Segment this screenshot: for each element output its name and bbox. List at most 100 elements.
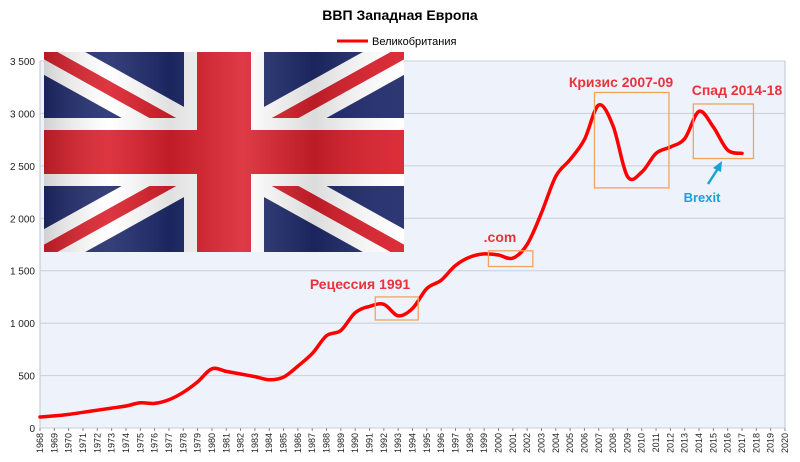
x-tick-label: 1995	[422, 433, 432, 453]
data-point-1984	[267, 378, 271, 382]
annotations	[374, 91, 755, 321]
x-tick-label: 1990	[350, 433, 360, 453]
x-tick-label: 2009	[622, 433, 632, 453]
x-tick-label: 1968	[35, 433, 45, 453]
data-point-1999	[482, 252, 486, 256]
data-point-1976	[153, 401, 157, 405]
x-axis: 1968 1969 1970 1971 1972 1973 1974 1975 1976 1977…	[35, 428, 790, 453]
data-point-2015	[711, 125, 715, 129]
annotation-decline-2014-18-label: Спад 2014-18	[692, 82, 783, 98]
x-tick-label: 1982	[236, 433, 246, 453]
data-point-1996	[439, 278, 443, 282]
x-tick-label: 2010	[637, 433, 647, 453]
y-tick-label: 0	[29, 424, 35, 435]
y-tick-label: 3 000	[10, 109, 35, 120]
annotation-box-3	[692, 103, 755, 160]
x-tick-label: 2004	[551, 433, 561, 453]
data-point-1982	[239, 372, 243, 376]
x-tick-label: 1996	[436, 433, 446, 453]
x-tick-label: 1997	[450, 433, 460, 453]
data-point-1995	[425, 287, 429, 291]
data-point-1997	[453, 263, 457, 267]
x-tick-label: 1988	[322, 433, 332, 453]
data-point-1986	[296, 364, 300, 368]
x-tick-label: 1992	[379, 433, 389, 453]
data-point-1975	[138, 401, 142, 405]
data-point-2003	[539, 211, 543, 215]
x-tick-label: 1974	[121, 433, 131, 453]
x-tick-label: 2000	[493, 433, 503, 453]
data-point-1971	[81, 410, 85, 414]
x-tick-label: 1999	[479, 433, 489, 453]
data-point-1992	[382, 302, 386, 306]
brexit-arrow-icon	[706, 161, 722, 185]
data-point-2004	[554, 174, 558, 178]
y-tick-label: 2 500	[10, 162, 35, 173]
x-tick-label: 1978	[178, 433, 188, 453]
data-point-2013	[683, 137, 687, 141]
x-tick-label: 2018	[751, 433, 761, 453]
annotation-crisis-2007-09-label: Кризис 2007-09	[569, 74, 674, 90]
x-tick-label: 2002	[522, 433, 532, 453]
data-point-1969	[52, 414, 56, 418]
annotation-box-1	[487, 250, 534, 268]
data-point-1983	[253, 375, 257, 379]
data-point-1988	[325, 334, 329, 338]
x-tick-label: 1969	[49, 433, 59, 453]
data-point-2008	[611, 124, 615, 128]
x-tick-label: 1972	[92, 433, 102, 453]
x-tick-label: 2001	[508, 433, 518, 453]
data-point-1977	[167, 398, 171, 402]
x-tick-label: 1971	[78, 433, 88, 453]
x-tick-label: 2006	[579, 433, 589, 453]
x-tick-label: 1973	[107, 433, 117, 453]
x-tick-label: 1976	[150, 433, 160, 453]
legend: Великобритания	[337, 36, 457, 48]
x-tick-label: 2007	[594, 433, 604, 453]
annotation-dotcom-label: .com	[484, 229, 517, 245]
annotation-box-2	[593, 91, 670, 189]
annotation-recession-1991-label: Рецессия 1991	[310, 276, 411, 292]
data-point-1972	[95, 408, 99, 412]
data-point-2001	[511, 256, 515, 260]
x-tick-label: 2020	[780, 433, 790, 453]
x-tick-label: 2012	[665, 433, 675, 453]
x-tick-label: 1986	[293, 433, 303, 453]
y-tick-label: 1 500	[10, 267, 35, 278]
data-point-1980	[210, 367, 214, 371]
x-tick-label: 1991	[365, 433, 375, 453]
x-tick-label: 1985	[279, 433, 289, 453]
data-point-2002	[525, 243, 529, 247]
chart-title: ВВП Западная Европа	[322, 7, 478, 23]
data-point-1989	[339, 328, 343, 332]
series-line-uk	[38, 103, 744, 419]
data-point-1981	[224, 369, 228, 373]
data-point-2010	[640, 170, 644, 174]
data-point-1973	[110, 406, 114, 410]
x-tick-label: 1994	[408, 433, 418, 453]
x-tick-label: 1981	[221, 433, 231, 453]
x-tick-label: 1984	[264, 433, 274, 453]
data-point-1974	[124, 404, 128, 408]
data-point-2011	[654, 151, 658, 155]
legend-label: Великобритания	[372, 36, 457, 48]
data-point-1994	[411, 306, 415, 310]
x-tick-label: 2017	[737, 433, 747, 453]
x-tick-label: 1977	[164, 433, 174, 453]
x-tick-label: 2019	[766, 433, 776, 453]
data-point-2007	[597, 103, 601, 107]
x-tick-label: 2013	[680, 433, 690, 453]
x-tick-label: 2008	[608, 433, 618, 453]
x-tick-label: 1975	[135, 433, 145, 453]
y-tick-label: 2 000	[10, 214, 35, 225]
annotation-box-0	[374, 296, 419, 321]
x-tick-label: 1998	[465, 433, 475, 453]
data-point-2016	[726, 148, 730, 152]
y-tick-label: 500	[18, 372, 35, 383]
x-tick-label: 1993	[393, 433, 403, 453]
data-point-1998	[468, 255, 472, 259]
data-point-2006	[582, 138, 586, 142]
data-point-1968	[38, 415, 42, 419]
data-point-2005	[568, 158, 572, 162]
